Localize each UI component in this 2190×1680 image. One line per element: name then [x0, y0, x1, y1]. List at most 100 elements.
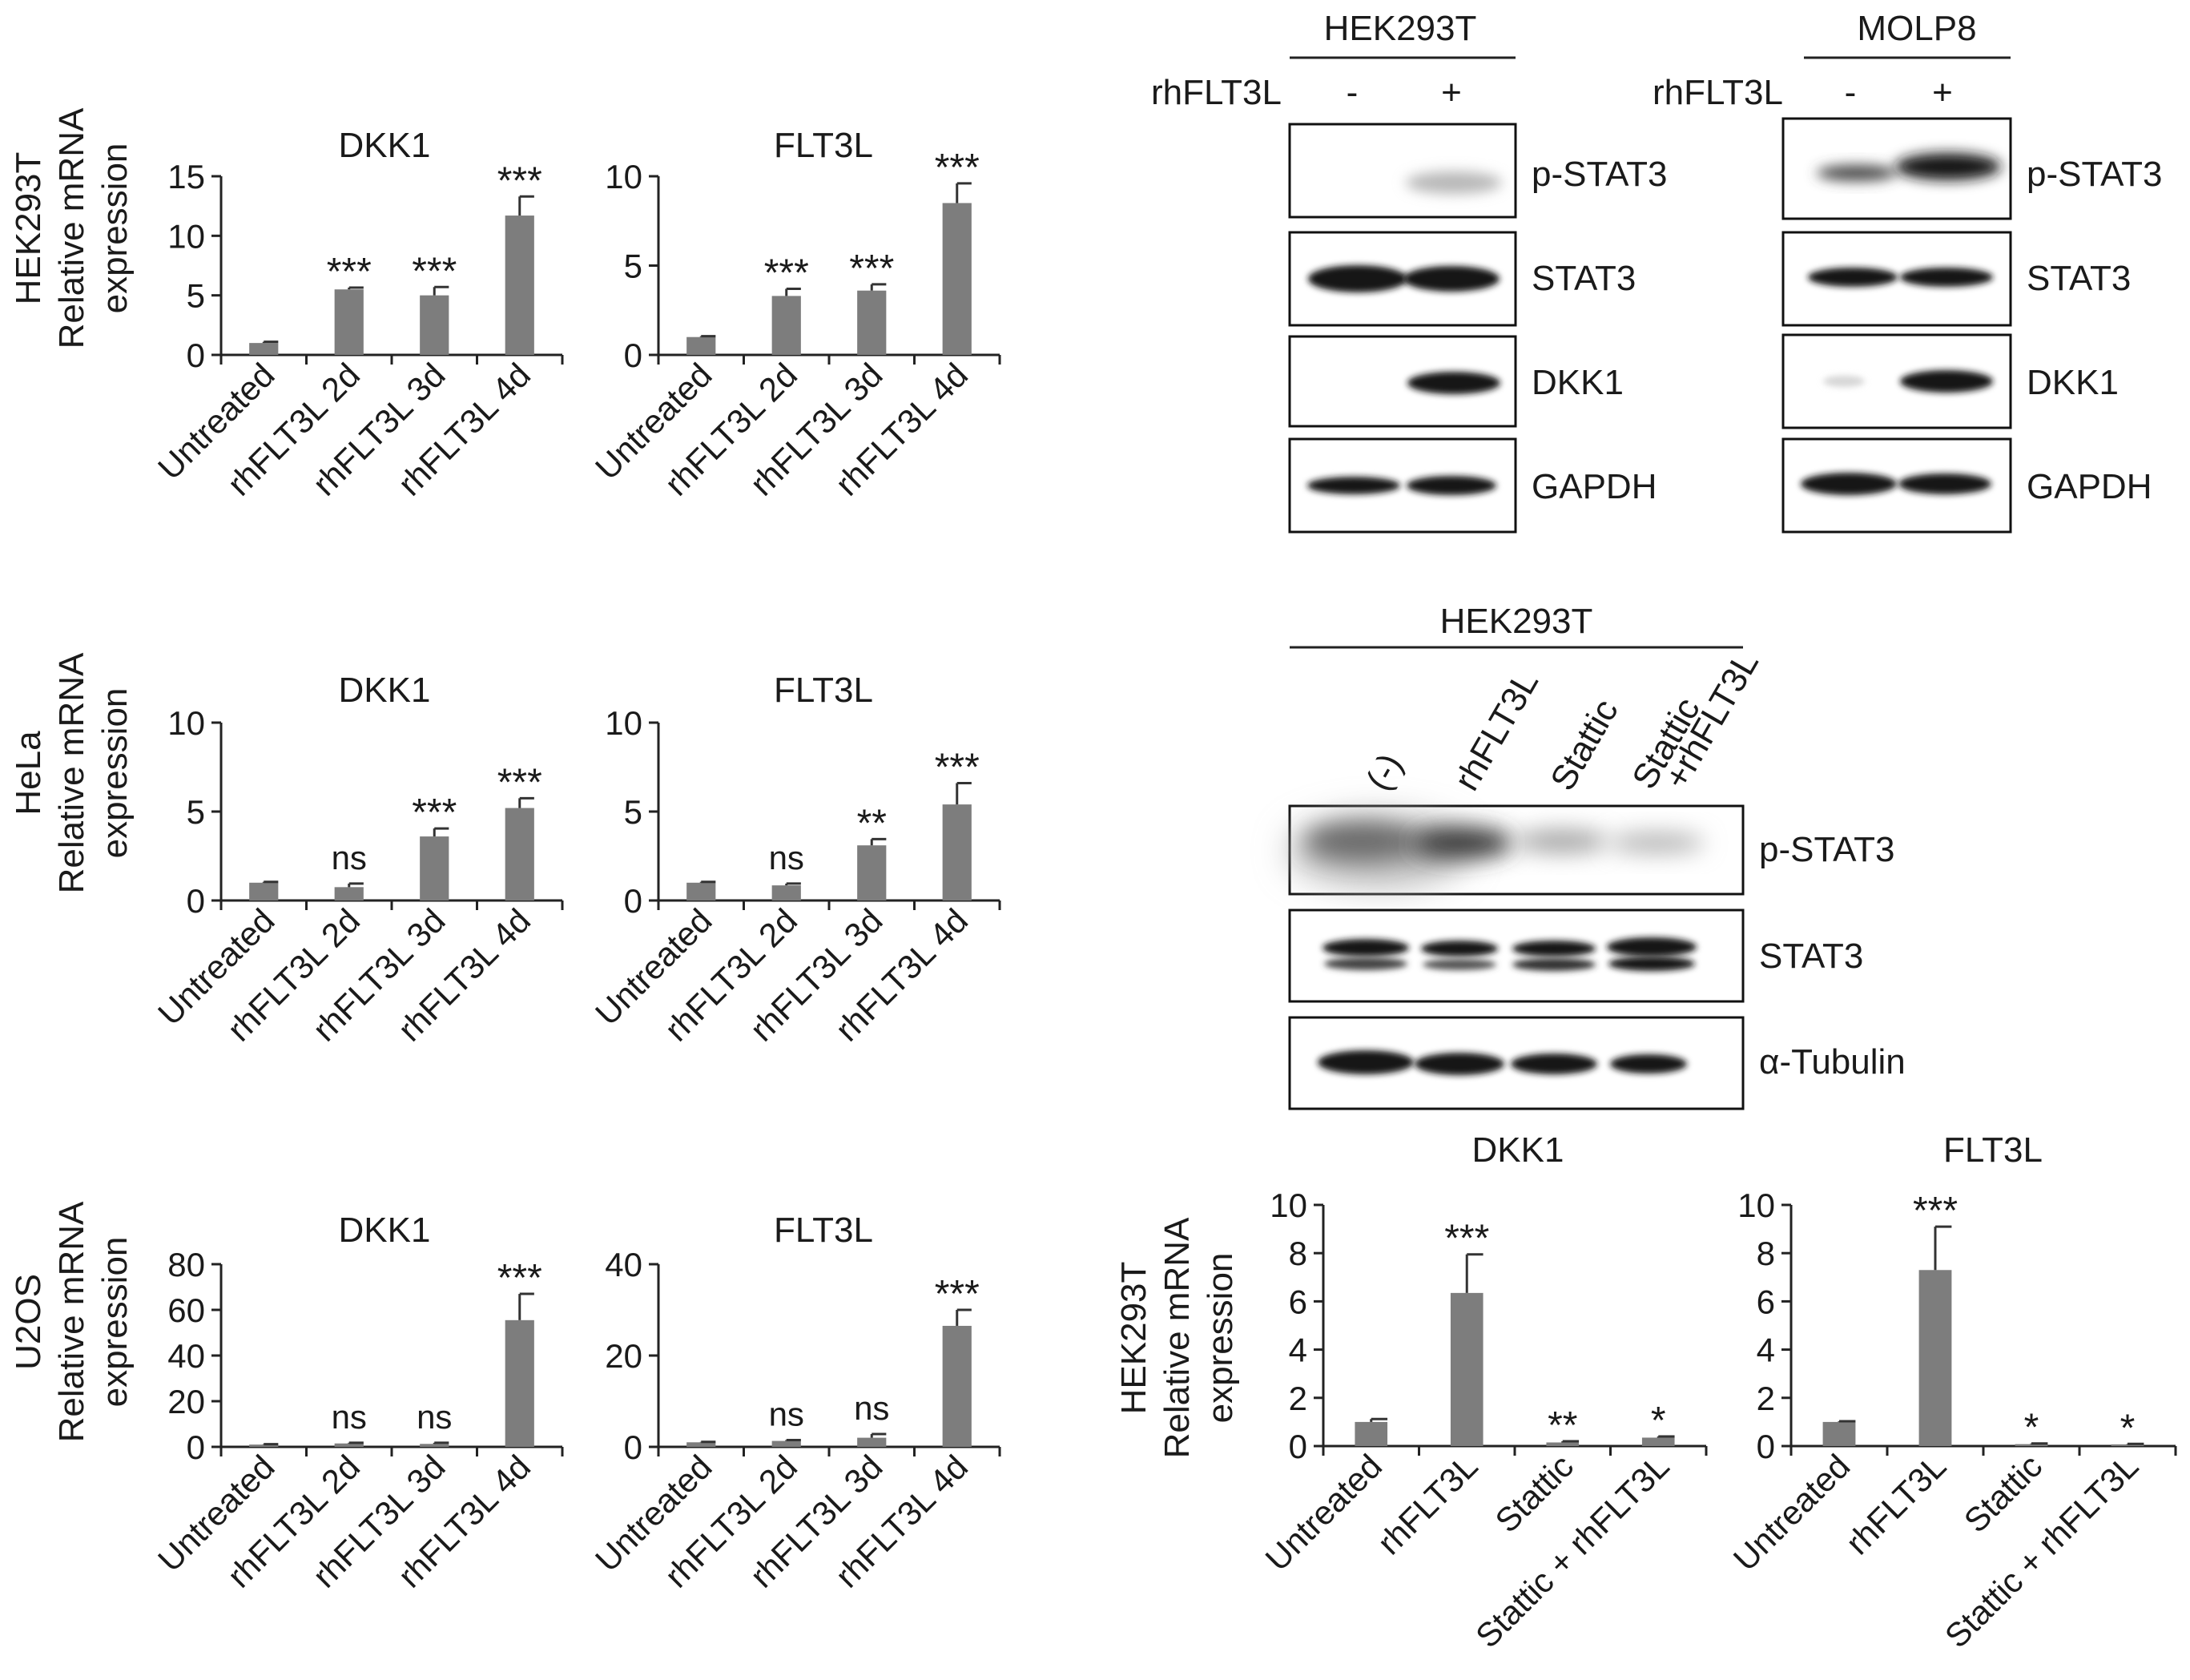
- y-tick-label: 5: [624, 248, 642, 285]
- y-tick-label: 40: [605, 1246, 642, 1283]
- significance-label: ns: [854, 1389, 889, 1427]
- y-tick-label: 0: [187, 336, 205, 374]
- y-tick-label: 6: [1289, 1283, 1307, 1320]
- significance-label: ***: [849, 248, 894, 290]
- blot-header: MOLP8: [1857, 9, 1976, 48]
- bar: [334, 887, 364, 900]
- blot-stattic: HEK293T (-) rhFLT3L Stattic Stattic +rhF…: [1288, 602, 1906, 1110]
- row-label-gapdh: GAPDH: [2027, 467, 2152, 506]
- significance-label: **: [1548, 1404, 1577, 1447]
- treatment-label: rhFLT3L: [1151, 73, 1282, 112]
- y-tick-label: 15: [167, 158, 205, 195]
- band-stat3-lane3-lower: [1512, 958, 1596, 971]
- row-label-pstat3: p-STAT3: [1759, 830, 1895, 869]
- row-label-dkk1: DKK1: [2027, 363, 2119, 402]
- chart-stattic-flt3l: FLT3L 0246810Untreated***rhFLT3L*Stattic…: [1726, 1130, 2177, 1655]
- row-label-stat3: STAT3: [2027, 259, 2131, 298]
- chart-hek-dkk1: DKK1 HEK293T Relative mRNA expression 0 5…: [9, 107, 564, 503]
- significance-label: ns: [332, 1398, 367, 1436]
- chart-title: FLT3L: [774, 126, 873, 165]
- band-pstat3-lane3: [1516, 830, 1608, 852]
- blot-molp8: MOLP8 rhFLT3L - + p-STAT3 STAT3 DKK1 GAP…: [1653, 9, 2163, 534]
- lane-label-stattic: Stattic: [1543, 693, 1626, 797]
- bar: [2015, 1444, 2048, 1446]
- bar: [857, 845, 887, 900]
- bar: [857, 290, 887, 355]
- bar: [942, 804, 972, 900]
- band-tubulin-lane4: [1610, 1054, 1687, 1074]
- bar: [942, 203, 972, 355]
- blot-panel-pstat3: [1288, 123, 1517, 219]
- band-pstat3-lane4: [1608, 832, 1705, 853]
- significance-label: ***: [412, 250, 457, 292]
- y-axis-label-line-1: U2OS: [9, 1274, 48, 1370]
- y-tick-label: 20: [167, 1383, 205, 1420]
- bar: [1918, 1270, 1952, 1446]
- chart-title: DKK1: [1472, 1130, 1564, 1170]
- y-tick-label: 0: [187, 1428, 205, 1466]
- y-tick-label: 4: [1757, 1332, 1775, 1369]
- significance-label: ***: [935, 746, 980, 788]
- x-tick-label: Untreated: [1726, 1447, 1858, 1578]
- y-axis-label-line-2: Relative mRNA: [52, 1201, 91, 1442]
- plot-area: 0246810Untreated***rhFLT3L**Stattic*Stat…: [1258, 1186, 1708, 1655]
- band-tubulin-lane1: [1318, 1050, 1414, 1074]
- chart-title: FLT3L: [774, 1211, 873, 1250]
- band-gapdh-lane2: [1898, 473, 1991, 494]
- y-tick-label: 10: [605, 158, 642, 195]
- x-tick-label: Stattic: [1957, 1447, 2050, 1540]
- row-label-pstat3: p-STAT3: [2027, 155, 2163, 194]
- chart-title: DKK1: [339, 671, 431, 710]
- significance-label: ***: [764, 252, 809, 294]
- chart-stattic-dkk1: DKK1 HEK293T Relative mRNA expression 0 2…: [1114, 1130, 1708, 1655]
- y-tick-label: 10: [605, 704, 642, 742]
- y-tick-label: 5: [187, 277, 205, 315]
- bar: [420, 836, 449, 900]
- band-stat3-lane1: [1808, 268, 1898, 287]
- significance-label: *: [2024, 1407, 2039, 1449]
- y-tick-label: 8: [1757, 1235, 1775, 1272]
- bar: [505, 216, 534, 355]
- row-label-gapdh: GAPDH: [1532, 467, 1657, 506]
- bar: [249, 882, 279, 900]
- y-axis-label-line-3: expression: [95, 688, 135, 859]
- row-label-stat3: STAT3: [1759, 937, 1863, 976]
- bar: [771, 885, 801, 900]
- band-gapdh-lane1: [1307, 477, 1400, 494]
- band-stat3-lane2-lower: [1423, 959, 1496, 970]
- lane-label-untreated: (-): [1359, 747, 1410, 797]
- band-tubulin-lane2: [1415, 1053, 1504, 1075]
- chart-title: FLT3L: [774, 671, 873, 710]
- blot-header: HEK293T: [1440, 602, 1593, 641]
- bar: [2111, 1444, 2144, 1446]
- bar: [334, 1443, 364, 1447]
- significance-label: *: [1651, 1400, 1666, 1442]
- band-tubulin-lane3: [1511, 1054, 1597, 1074]
- band-pstat3-lane2: [1895, 153, 2001, 180]
- significance-label: ns: [417, 1398, 452, 1436]
- band-stat3-lane3-upper: [1512, 941, 1596, 957]
- blot-hek293t: HEK293T rhFLT3L - + p-STAT3 STAT3 DKK1 G…: [1151, 9, 1668, 534]
- y-tick-label: 40: [167, 1337, 205, 1375]
- bar: [686, 1442, 716, 1447]
- y-tick-label: 60: [167, 1291, 205, 1329]
- y-tick-label: 10: [1737, 1186, 1775, 1224]
- significance-label: ***: [497, 159, 542, 202]
- lane-label-rhflt3l: rhFLT3L: [1447, 664, 1546, 797]
- bar: [1450, 1292, 1483, 1446]
- bar: [771, 296, 801, 355]
- lane-label-plus: +: [1932, 73, 1953, 112]
- bar: [249, 1444, 279, 1447]
- y-tick-label: 2: [1289, 1380, 1307, 1417]
- y-axis-label-line-1: HeLa: [9, 731, 48, 816]
- bar: [1641, 1437, 1675, 1446]
- band-stat3-lane1-upper: [1322, 939, 1409, 957]
